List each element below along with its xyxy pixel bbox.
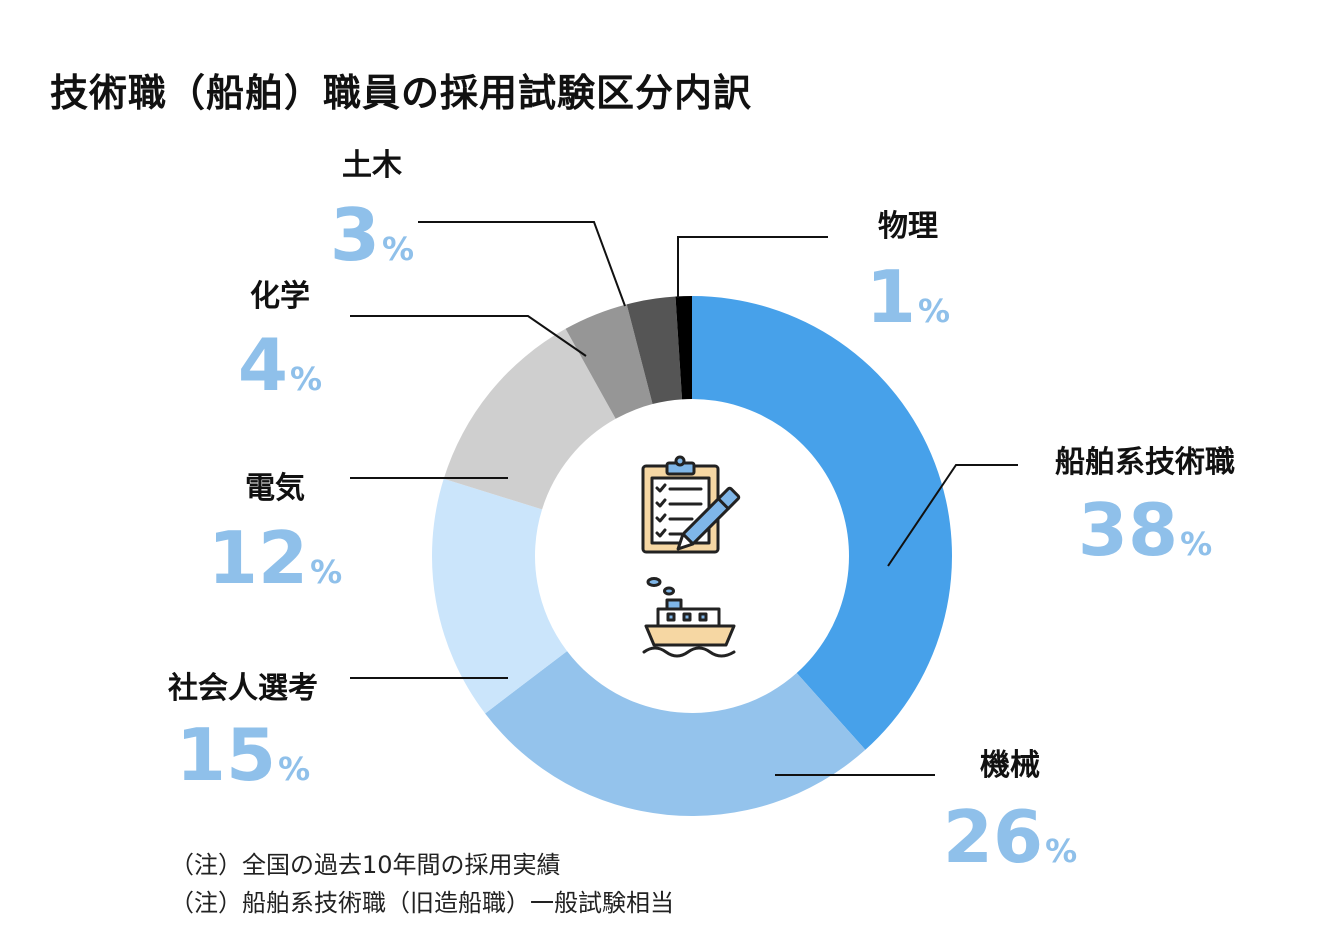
slice-5: [565, 304, 653, 419]
slice-labels: 船舶系技術職 38% 機械 26% 社会人選考 15% 電気 12% 化学 4% 土木 3% 物理 1%: [168, 148, 1235, 879]
percent-label-7: 1%: [866, 255, 950, 339]
footnote-2: （注）船舶系技術職（旧造船職）一般試験相当: [170, 889, 674, 917]
footnote-1: （注）全国の過去10年間の採用実績: [170, 851, 561, 879]
percent-label-4: 12%: [208, 516, 342, 600]
donut-slices: [432, 296, 952, 816]
ship-icon: [642, 577, 736, 658]
leader-line-5: [350, 315, 587, 357]
slice-6: [626, 296, 683, 405]
slice-3: [432, 478, 568, 714]
percent-label-2: 26%: [943, 795, 1077, 879]
category-label-4: 電気: [245, 471, 305, 506]
category-label-2: 機械: [980, 748, 1040, 783]
category-label-3: 社会人選考: [168, 671, 318, 706]
center-icons: [641, 455, 741, 658]
leader-line-6: [418, 221, 626, 307]
percent-label-1: 38%: [1078, 488, 1212, 572]
leader-lines: [350, 221, 1018, 776]
leader-line-1: [887, 464, 1018, 567]
slice-1: [692, 296, 952, 750]
slice-2: [485, 651, 866, 816]
percent-label-5: 4%: [238, 323, 322, 407]
footnotes: （注）全国の過去10年間の採用実績 （注）船舶系技術職（旧造船職）一般試験相当: [170, 846, 674, 922]
category-label-5: 化学: [250, 279, 310, 314]
chart-title: 技術職（船舶）職員の採用試験区分内訳: [50, 71, 753, 115]
slice-4: [443, 328, 616, 510]
clipboard-pen-icon: [641, 455, 741, 554]
percent-label-3: 15%: [176, 713, 310, 797]
leader-line-7: [677, 236, 828, 298]
slice-7: [675, 296, 692, 400]
category-label-6: 土木: [342, 148, 402, 183]
category-label-1: 船舶系技術職: [1055, 445, 1235, 480]
category-label-7: 物理: [878, 209, 938, 244]
percent-label-6: 3%: [330, 193, 414, 277]
